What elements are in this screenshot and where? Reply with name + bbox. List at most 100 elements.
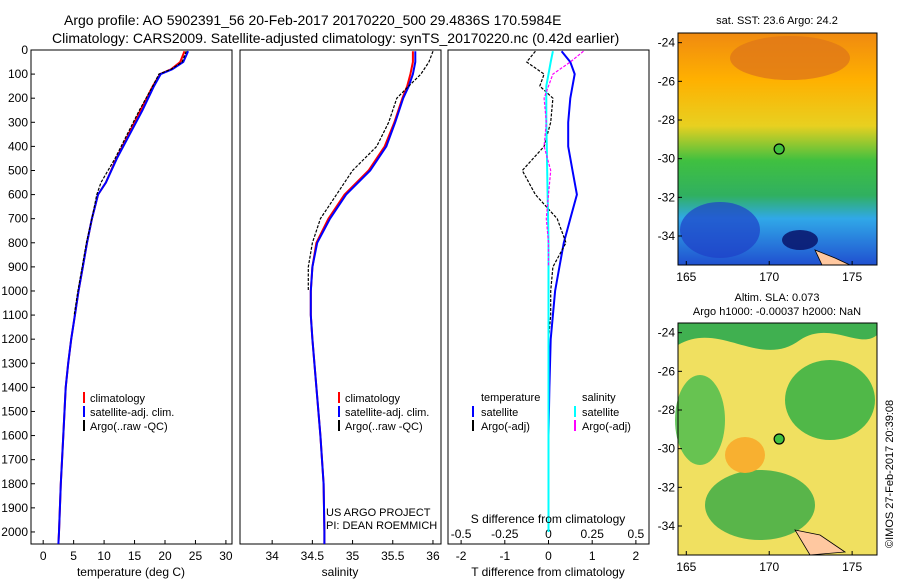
map-y-tick-label: -30 [658, 152, 676, 166]
sst-map: sat. SST: 23.6 Argo: 24.2 165 170 175 -24 -… [658, 15, 878, 284]
y-tick-label: 500 [8, 163, 28, 177]
salinity-xlabel: salinity [322, 565, 359, 579]
x-tick-label: 0 [545, 549, 552, 563]
s-tick-label: 0 [545, 527, 552, 541]
title-line-2: Climatology: CARS2009. Satellite-adjuste… [52, 30, 619, 46]
series-line-satellite-adj-clim- [57, 50, 190, 545]
series-line-argo-raw-qc- [307, 50, 434, 291]
legend-label-climatology: climatology [345, 393, 401, 405]
series-line-satellite-adj-clim- [309, 51, 417, 544]
sla-green-south [705, 470, 815, 540]
map-x-tick-label: 165 [676, 270, 696, 284]
y-tick-label: 1700 [1, 453, 28, 467]
series-line-t-argo-adj- [521, 50, 567, 340]
temperature-xlabel: temperature (deg C) [77, 565, 185, 579]
temperature-panel: 0100200300400500600700800900100011001200… [1, 43, 233, 579]
map-x-tick-label: 170 [759, 270, 779, 284]
sst-dark-patch [782, 230, 818, 250]
y-tick-label: 1100 [2, 308, 28, 322]
legend-label-s-satellite: satellite [582, 407, 619, 419]
y-tick-label: 2000 [1, 525, 28, 539]
series-line-s-satellite [545, 51, 554, 532]
sla-green-band [678, 323, 877, 350]
temperature-legend: climatology satellite-adj. clim. Argo(..… [83, 392, 174, 433]
x-tick-label: -1 [499, 549, 510, 563]
y-tick-label: 1500 [1, 404, 28, 418]
legend-label-satellite: satellite-adj. clim. [345, 407, 429, 419]
y-tick-label: 1300 [1, 356, 28, 370]
legend-label-s-argo: Argo(-adj) [582, 421, 631, 433]
x-tick-label: 15 [128, 549, 142, 563]
series-line-argo-raw-qc- [73, 50, 187, 316]
map-x-tick-label: 175 [842, 560, 862, 574]
y-tick-label: 100 [8, 67, 28, 81]
sla-map: Altim. SLA: 0.073 Argo h1000: -0.00037 h… [658, 292, 878, 574]
x-tick-label: 36 [426, 549, 440, 563]
salinity-legend: climatology satellite-adj. clim. Argo(..… [338, 392, 429, 433]
y-tick-label: 1800 [1, 477, 28, 491]
legend-header-temperature: temperature [481, 392, 540, 404]
map-y-tick-label: -30 [658, 442, 676, 456]
x-tick-label: 25 [189, 549, 203, 563]
s-tick-label: -0.5 [451, 527, 472, 541]
map-x-tick-label: 170 [759, 560, 779, 574]
difference-panel: -2 -1 0 1 2 -0.5 -0.25 0 0.25 0.5 S difference f… [447, 49, 650, 579]
t-difference-xlabel: T difference from climatology [471, 565, 625, 579]
new-caledonia-land-icon [794, 529, 847, 556]
x-tick-label: 35 [346, 549, 360, 563]
legend-label-satellite: satellite-adj. clim. [90, 407, 174, 419]
argo-location-marker [773, 143, 785, 155]
sla-green-west [675, 375, 725, 465]
sst-map-title: sat. SST: 23.6 Argo: 24.2 [716, 15, 838, 27]
legend-label-t-satellite: satellite [481, 407, 518, 419]
x-tick-label: 34.5 [301, 549, 325, 563]
y-tick-label: 600 [8, 188, 28, 202]
y-tick-label: 1900 [1, 501, 28, 515]
y-tick-label: 700 [8, 212, 28, 226]
title-line-1: Argo profile: AO 5902391_56 20-Feb-2017 … [64, 12, 561, 28]
sla-map-title-1: Altim. SLA: 0.073 [735, 292, 820, 304]
x-tick-label: 5 [70, 549, 77, 563]
x-tick-label: 34 [265, 549, 279, 563]
map-y-tick-label: -24 [658, 36, 676, 50]
map-y-tick-label: -26 [658, 74, 676, 88]
legend-label-argo: Argo(..raw -QC) [345, 421, 423, 433]
legend-label-t-argo: Argo(-adj) [481, 421, 530, 433]
x-tick-label: 2 [633, 549, 640, 563]
y-tick-label: 1000 [1, 284, 28, 298]
sst-map-frame [677, 32, 878, 266]
sla-green-blob [785, 360, 875, 440]
x-tick-label: 0 [40, 549, 47, 563]
x-tick-label: 10 [97, 549, 111, 563]
map-y-tick-label: -34 [658, 229, 676, 243]
legend-header-salinity: salinity [582, 392, 616, 404]
sla-map-frame [677, 322, 878, 556]
series-line-s-argo-adj- [543, 50, 584, 267]
map-x-tick-label: 165 [676, 560, 696, 574]
sst-warm-patch [730, 36, 850, 80]
x-tick-label: 35.5 [381, 549, 405, 563]
y-tick-label: 200 [8, 91, 28, 105]
map-y-tick-label: -26 [658, 364, 676, 378]
y-tick-label: 800 [8, 236, 28, 250]
sst-cold-patch [680, 202, 760, 258]
map-y-tick-label: -24 [658, 326, 676, 340]
y-tick-label: 400 [8, 139, 28, 153]
s-difference-label: S difference from climatology [471, 512, 626, 526]
legend-label-climatology: climatology [90, 393, 146, 405]
map-x-tick-label: 175 [842, 270, 862, 284]
map-y-tick-label: -28 [658, 113, 676, 127]
argo-location-marker [773, 433, 785, 445]
map-y-tick-label: -28 [658, 403, 676, 417]
x-tick-label: 20 [158, 549, 172, 563]
legend-label-argo: Argo(..raw -QC) [90, 421, 168, 433]
sla-map-title-2: Argo h1000: -0.00037 h2000: NaN [693, 306, 861, 318]
y-tick-label: 300 [8, 115, 28, 129]
map-y-tick-label: -32 [658, 190, 676, 204]
map-y-tick-label: -34 [658, 519, 676, 533]
project-line-2: PI: DEAN ROEMMICH [326, 520, 437, 532]
y-tick-label: 1400 [1, 380, 28, 394]
x-tick-label: 30 [219, 549, 233, 563]
map-y-tick-label: -32 [658, 480, 676, 494]
